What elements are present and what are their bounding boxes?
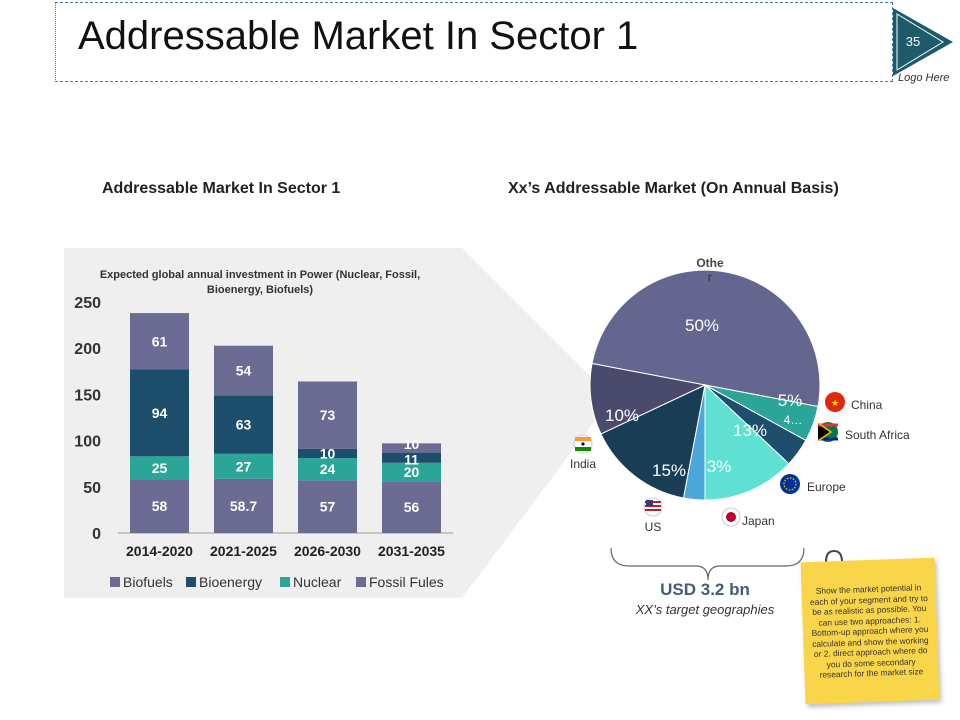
pie-label-other-line1: Othe — [696, 256, 724, 270]
bar-segment-bioenergy — [130, 369, 189, 457]
bar-value-label: 20 — [404, 464, 420, 480]
pie-chart: 50% 5% 4… 13%3% 15% 10% — [589, 269, 821, 501]
bar-segment-nuclear — [382, 462, 441, 482]
x-tick-label: 2014-2020 — [126, 543, 193, 559]
bar-chart-title-line1: Expected global annual investment in Pow… — [100, 269, 420, 281]
pie-slice-europe — [704, 383, 790, 501]
bar-segment-nuclear — [130, 456, 189, 480]
svg-text:★: ★ — [831, 398, 839, 408]
bar-value-label: 61 — [152, 333, 168, 349]
legend-swatch — [280, 577, 290, 587]
pie-value-label: 10% — [605, 406, 639, 425]
legend-swatch — [186, 577, 196, 587]
logo-placeholder: Logo Here — [898, 72, 950, 84]
flag-us — [643, 497, 663, 517]
legend-label: Bioenergy — [199, 574, 262, 590]
x-tick-label: 2031-2035 — [378, 543, 445, 559]
bar-value-label: 27 — [236, 458, 252, 474]
flag-india — [573, 434, 593, 454]
bar-segment-biofuels — [214, 478, 273, 533]
bar-segment-fossil-fules — [130, 313, 189, 370]
sticky-note-text: Show the market potential in each of you… — [809, 582, 929, 680]
y-tick-label: 150 — [74, 387, 101, 404]
bar-segment-biofuels — [382, 481, 441, 533]
x-tick-label: 2026-2030 — [294, 543, 361, 559]
bar-segment-fossil-fules — [298, 381, 357, 449]
bar-value-label: 10 — [404, 436, 420, 452]
country-label-india: India — [570, 457, 596, 471]
y-tick-label: 100 — [74, 434, 101, 451]
bar-segment-fossil-fules — [214, 345, 273, 396]
bar-value-label: 11 — [404, 452, 419, 468]
bar-segment-bioenergy — [382, 452, 441, 463]
bar-value-label: 94 — [152, 405, 168, 421]
bar-segment-biofuels — [130, 479, 189, 533]
bar-segment-nuclear — [298, 458, 357, 481]
page-title: Addressable Market In Sector 1 — [78, 14, 639, 58]
x-axis: 2014-2020 2021-2025 2026-2030 2031-2035 — [126, 543, 445, 559]
bar-legend: Biofuels Bioenergy Nuclear Fossil Fules — [110, 574, 444, 590]
country-label-us: US — [645, 520, 662, 534]
y-tick-label: 250 — [74, 295, 101, 312]
legend-swatch — [110, 577, 120, 587]
bar-segment-bioenergy — [214, 395, 273, 454]
slide-number: 35 — [906, 34, 920, 49]
bar-value-label: 10 — [320, 446, 336, 462]
y-axis: 0 50 100 150 200 250 — [74, 295, 101, 543]
pie-value-label: 3% — [707, 457, 732, 476]
summary-bracket — [610, 547, 805, 581]
flag-south-africa — [817, 422, 838, 442]
left-section-title: Addressable Market In Sector 1 — [102, 180, 341, 197]
country-label-japan: Japan — [742, 514, 775, 528]
country-label-south-africa: South Africa — [845, 428, 910, 442]
pie-value-label: 50% — [685, 316, 719, 335]
pie-total-subtitle: XX’s target geographies — [635, 602, 775, 617]
bar-value-label: 57 — [320, 499, 336, 515]
legend-label: Nuclear — [293, 574, 342, 590]
bar-value-label: 58.7 — [230, 498, 257, 514]
slide-number-badge-outline — [896, 13, 944, 71]
country-label-china: China — [851, 398, 883, 412]
y-tick-label: 50 — [83, 480, 101, 497]
pie-slice-india — [589, 362, 707, 435]
bar-value-label: 73 — [320, 407, 336, 423]
bar-value-label: 54 — [236, 363, 252, 379]
bar-value-label: 24 — [320, 461, 336, 477]
bar-value-label: 56 — [404, 499, 420, 515]
pie-value-label: 5% — [778, 391, 803, 410]
flag-china: ★ — [825, 392, 845, 412]
pie-slice-us — [600, 384, 706, 499]
bar-chart-title-line2: Bioenergy, Biofuels) — [207, 284, 313, 296]
bar-segment-fossil-fules — [382, 443, 441, 453]
bar-segment-biofuels — [298, 480, 357, 533]
title-frame — [55, 2, 893, 82]
pie-value-label: 15% — [652, 461, 686, 480]
pie-total-value: USD 3.2 bn — [660, 580, 750, 599]
sticky-note: Show the market potential in each of you… — [800, 557, 940, 705]
x-tick-label: 2021-2025 — [210, 543, 277, 559]
pie-value-label: 13% — [733, 421, 767, 440]
y-tick-label: 0 — [92, 526, 101, 543]
pie-slice-other — [591, 269, 821, 408]
country-label-europe: Europe — [807, 480, 846, 494]
pie-label-other-line2: r — [708, 270, 713, 284]
bar-value-label: 58 — [152, 498, 168, 514]
bar-segment-bioenergy — [298, 448, 357, 459]
pie-value-label: 4… — [784, 413, 803, 427]
legend-label: Fossil Fules — [369, 574, 444, 590]
flag-europe — [780, 474, 800, 494]
bar-value-label: 63 — [236, 417, 252, 433]
legend-swatch — [356, 577, 366, 587]
slide-number-badge — [893, 8, 953, 76]
flag-japan — [721, 507, 741, 527]
bar-value-label: 25 — [152, 460, 168, 476]
legend-label: Biofuels — [123, 574, 173, 590]
y-tick-label: 200 — [74, 341, 101, 358]
right-section-title: Xx’s Addressable Market (On Annual Basis… — [508, 180, 839, 197]
bar-segment-nuclear — [214, 453, 273, 479]
